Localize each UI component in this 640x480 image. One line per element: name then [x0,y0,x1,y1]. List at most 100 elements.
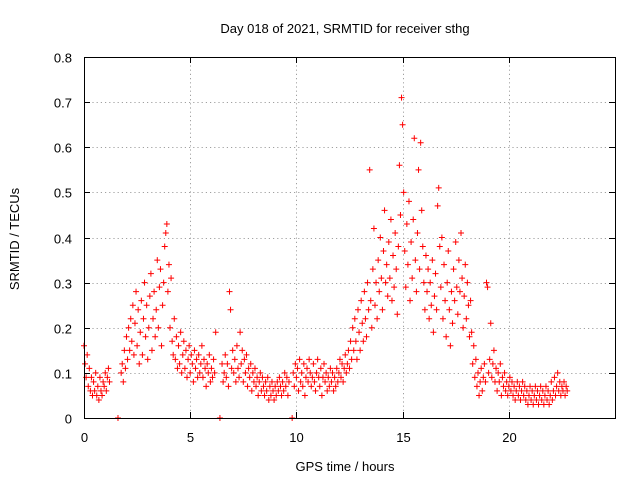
x-axis-ticks: 0 5 10 15 20 [81,57,517,445]
data-point [308,383,315,390]
data-point [392,229,399,236]
data-point [328,378,335,385]
data-point [460,324,467,331]
data-point [261,392,268,399]
data-point [172,356,179,363]
data-point [341,365,348,372]
data-point [202,365,209,372]
data-point [241,356,248,363]
data-point [553,383,560,390]
data-point [251,365,258,372]
data-point [424,288,431,295]
data-point [329,369,336,376]
data-point [360,338,367,345]
data-point [458,229,465,236]
data-point [437,284,444,291]
data-point [203,383,210,390]
data-point [159,302,166,309]
data-point [191,347,198,354]
data-point [313,369,320,376]
data-point [199,374,206,381]
data-point [188,351,195,358]
data-point [92,369,99,376]
data-point [234,365,241,372]
data-point [105,365,112,372]
data-point [518,387,525,394]
data-point [270,387,277,394]
data-point [421,306,428,313]
data-point [512,396,519,403]
y-tick-label: 0.1 [54,367,72,382]
data-point [246,374,253,381]
data-point [157,266,164,273]
data-point [307,369,314,376]
data-point [131,320,138,327]
data-point [120,378,127,385]
data-point [155,324,162,331]
data-point [139,351,146,358]
data-point [519,378,526,385]
data-point [361,288,368,295]
data-point [129,302,136,309]
data-point [511,383,518,390]
data-point [451,297,458,304]
data-point [408,239,415,246]
data-point [272,383,279,390]
data-point [494,387,501,394]
data-point [506,374,513,381]
data-point [447,342,454,349]
data-point [475,369,482,376]
data-point [438,234,445,241]
data-point [444,279,451,286]
data-point [367,297,374,304]
data-point [229,347,236,354]
data-point [280,387,287,394]
data-point [484,284,491,291]
data-point [101,383,108,390]
data-point [427,279,434,286]
data-point [189,360,196,367]
data-point [275,387,282,394]
data-point [398,94,405,101]
data-point [377,234,384,241]
data-point [383,261,390,268]
data-point [450,266,457,273]
data-point [333,365,340,372]
data-point [100,378,107,385]
data-point [550,387,557,394]
data-point [304,365,311,372]
data-point [309,374,316,381]
data-point [404,261,411,268]
data-point [338,374,345,381]
data-point [536,392,543,399]
data-point [151,288,158,295]
data-point [524,401,531,408]
data-point [370,225,377,232]
data-point [532,383,539,390]
data-point [445,248,452,255]
data-point [485,369,492,376]
data-point [85,383,92,390]
data-point [271,396,278,403]
data-point [193,356,200,363]
data-point [103,387,110,394]
data-point [472,356,479,363]
data-point [425,266,432,273]
data-point [396,162,403,169]
data-point [381,207,388,214]
data-point [161,243,168,250]
data-point [515,392,522,399]
data-point [94,383,101,390]
data-point [162,229,169,236]
data-point [212,329,219,336]
data-point [547,392,554,399]
data-point [382,279,389,286]
data-point [443,333,450,340]
data-point [93,392,100,399]
data-point [267,392,274,399]
data-point [331,374,338,381]
data-point [401,248,408,255]
data-point [478,365,485,372]
data-point [413,288,420,295]
